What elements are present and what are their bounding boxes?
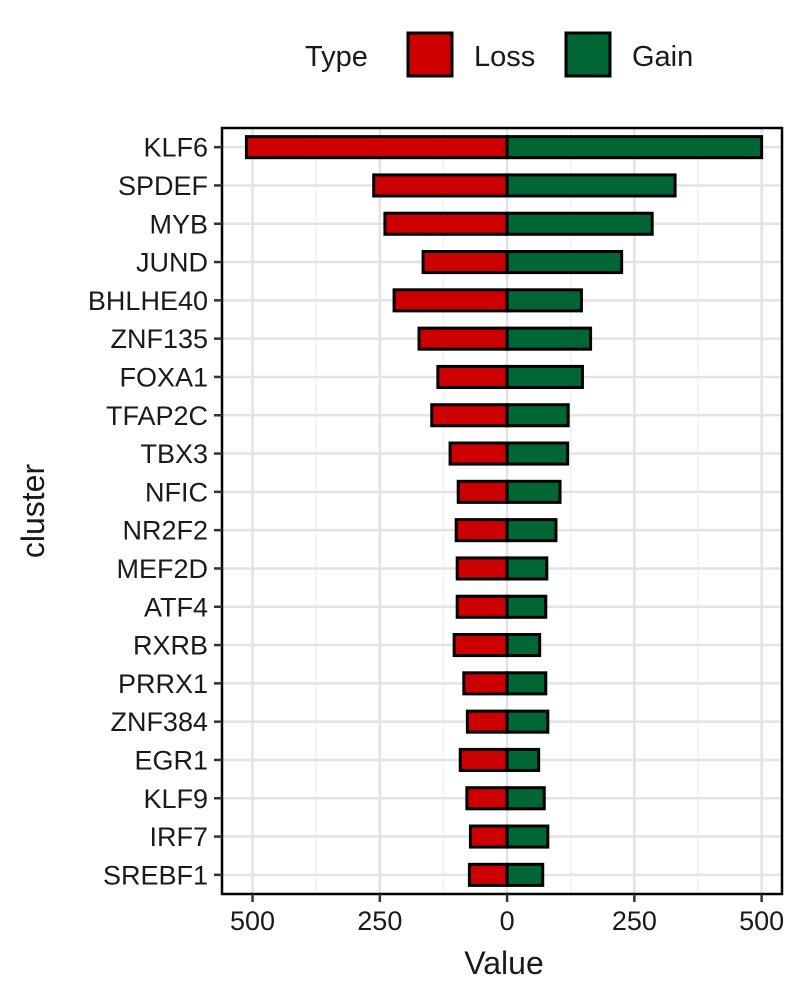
legend: Type Loss Gain bbox=[305, 31, 693, 78]
y-tick-label: KLF9 bbox=[143, 784, 208, 814]
grid bbox=[222, 128, 782, 894]
bar-gain-znf135 bbox=[505, 326, 593, 351]
bar-gain-myb bbox=[505, 211, 654, 236]
bar-loss-atf4 bbox=[455, 594, 509, 619]
bar-gain-znf384 bbox=[505, 709, 550, 734]
bar-gain-bhlhe40 bbox=[505, 288, 583, 313]
bar-loss-myb bbox=[383, 211, 509, 236]
bar-gain-nfic bbox=[505, 479, 562, 504]
bar-loss-prrx1 bbox=[462, 671, 509, 696]
bar-gain-jund bbox=[505, 250, 624, 275]
bar-loss-spdef bbox=[372, 173, 509, 198]
bar-loss-znf384 bbox=[465, 709, 509, 734]
y-tick-label: NR2F2 bbox=[122, 516, 208, 546]
y-tick-label: FOXA1 bbox=[119, 362, 208, 392]
bar-loss-srebf1 bbox=[467, 862, 509, 887]
y-tick-label: RXRB bbox=[133, 631, 208, 661]
x-axis-title: Value bbox=[464, 945, 543, 981]
bar-loss-znf135 bbox=[417, 326, 509, 351]
y-tick-label: IRF7 bbox=[149, 822, 208, 852]
legend-label-loss: Loss bbox=[474, 41, 535, 73]
x-tick-label: 500 bbox=[230, 906, 275, 936]
legend-title: Type bbox=[305, 41, 368, 73]
bar-gain-srebf1 bbox=[505, 862, 545, 887]
bar-loss-tbx3 bbox=[448, 441, 509, 466]
y-axis: KLF6 SPDEF MYB JUND BHLHE40 ZNF135 FOXA1 TFAP2C… bbox=[88, 133, 222, 890]
bar-gain-nr2f2 bbox=[505, 518, 558, 543]
y-tick-label: ZNF135 bbox=[110, 324, 208, 354]
bar-gain-foxa1 bbox=[505, 364, 584, 389]
x-tick-label: 250 bbox=[357, 906, 402, 936]
bar-loss-jund bbox=[421, 250, 509, 275]
y-tick-label: SREBF1 bbox=[103, 860, 208, 890]
y-tick-label: NFIC bbox=[145, 477, 208, 507]
x-tick-label: 250 bbox=[612, 906, 657, 936]
y-tick-label: MYB bbox=[149, 209, 208, 239]
bar-gain-klf6 bbox=[505, 135, 764, 160]
bar-loss-foxa1 bbox=[436, 364, 509, 389]
bar-loss-irf7 bbox=[468, 824, 509, 849]
y-tick-label: BHLHE40 bbox=[88, 286, 208, 316]
bar-loss-klf9 bbox=[465, 786, 509, 811]
y-tick-label: KLF6 bbox=[143, 133, 208, 163]
bar-gain-egr1 bbox=[505, 747, 541, 772]
bar-gain-mef2d bbox=[505, 556, 549, 581]
y-tick-label: EGR1 bbox=[134, 745, 208, 775]
bar-loss-rxrb bbox=[452, 633, 509, 658]
y-axis-title: cluster bbox=[15, 464, 51, 559]
x-tick-label: 0 bbox=[500, 906, 515, 936]
bar-gain-tbx3 bbox=[505, 441, 570, 466]
y-tick-label: ATF4 bbox=[144, 592, 208, 622]
bar-gain-spdef bbox=[505, 173, 677, 198]
plot-panel-border bbox=[220, 126, 784, 896]
bar-loss-bhlhe40 bbox=[392, 288, 509, 313]
bar-gain-atf4 bbox=[505, 594, 548, 619]
y-tick-label: SPDEF bbox=[118, 171, 208, 201]
bar-loss-mef2d bbox=[455, 556, 509, 581]
bar-gain-rxrb bbox=[505, 633, 542, 658]
x-tick-label: 500 bbox=[739, 906, 784, 936]
legend-label-gain: Gain bbox=[632, 41, 693, 73]
bar-loss-klf6 bbox=[244, 135, 509, 160]
y-tick-label: JUND bbox=[136, 248, 208, 278]
y-tick-label: PRRX1 bbox=[118, 669, 208, 699]
bar-gain-prrx1 bbox=[505, 671, 548, 696]
y-tick-label: TBX3 bbox=[140, 439, 208, 469]
bar-loss-nfic bbox=[456, 479, 509, 504]
x-axis: 500 250 0 250 500 bbox=[230, 894, 784, 936]
y-tick-label: TFAP2C bbox=[106, 401, 208, 431]
bar-loss-tfap2c bbox=[430, 403, 509, 428]
bars bbox=[244, 135, 764, 887]
legend-swatch-loss bbox=[406, 31, 454, 78]
y-tick-label: ZNF384 bbox=[110, 707, 208, 737]
bar-loss-egr1 bbox=[458, 747, 509, 772]
bar-loss-nr2f2 bbox=[454, 518, 509, 543]
bar-gain-tfap2c bbox=[505, 403, 570, 428]
bar-gain-irf7 bbox=[505, 824, 550, 849]
y-tick-label: MEF2D bbox=[116, 554, 208, 584]
legend-swatch-gain bbox=[564, 31, 612, 78]
bar-gain-klf9 bbox=[505, 786, 546, 811]
